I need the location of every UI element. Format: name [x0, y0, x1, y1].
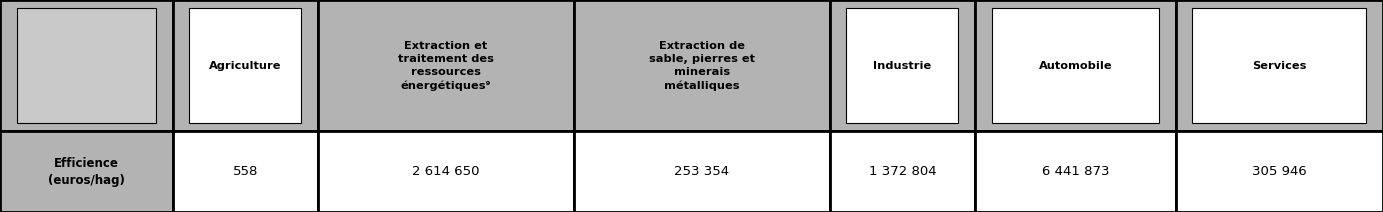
Text: Agriculture: Agriculture: [209, 61, 282, 71]
Text: 1 372 804: 1 372 804: [869, 165, 936, 178]
Bar: [17, 8, 156, 123]
Bar: [0, 0, 173, 131]
Bar: [830, 131, 975, 212]
Bar: [830, 0, 975, 131]
Bar: [318, 131, 574, 212]
Bar: [1176, 0, 1383, 131]
Bar: [173, 0, 318, 131]
Text: 558: 558: [232, 165, 259, 178]
Text: Efficience
(euros/hag): Efficience (euros/hag): [48, 157, 124, 187]
Bar: [1176, 131, 1383, 212]
Bar: [0, 131, 173, 212]
Bar: [975, 0, 1176, 131]
Bar: [173, 131, 318, 212]
Bar: [574, 0, 830, 131]
Text: Extraction de
sable, pierres et
minerais
métalliques: Extraction de sable, pierres et minerais…: [649, 40, 755, 91]
Text: Services: Services: [1252, 61, 1307, 71]
Text: 305 946: 305 946: [1252, 165, 1307, 178]
Bar: [846, 8, 958, 123]
Text: Automobile: Automobile: [1039, 61, 1112, 71]
Bar: [1192, 8, 1366, 123]
Text: 6 441 873: 6 441 873: [1041, 165, 1109, 178]
Bar: [992, 8, 1159, 123]
Bar: [574, 131, 830, 212]
Text: 2 614 650: 2 614 650: [412, 165, 480, 178]
Bar: [975, 131, 1176, 212]
Bar: [318, 0, 574, 131]
Text: Industrie: Industrie: [873, 61, 932, 71]
Text: 253 354: 253 354: [675, 165, 729, 178]
Text: Extraction et
traitement des
ressources
énergétiques⁹: Extraction et traitement des ressources …: [398, 40, 494, 91]
Bar: [189, 8, 301, 123]
